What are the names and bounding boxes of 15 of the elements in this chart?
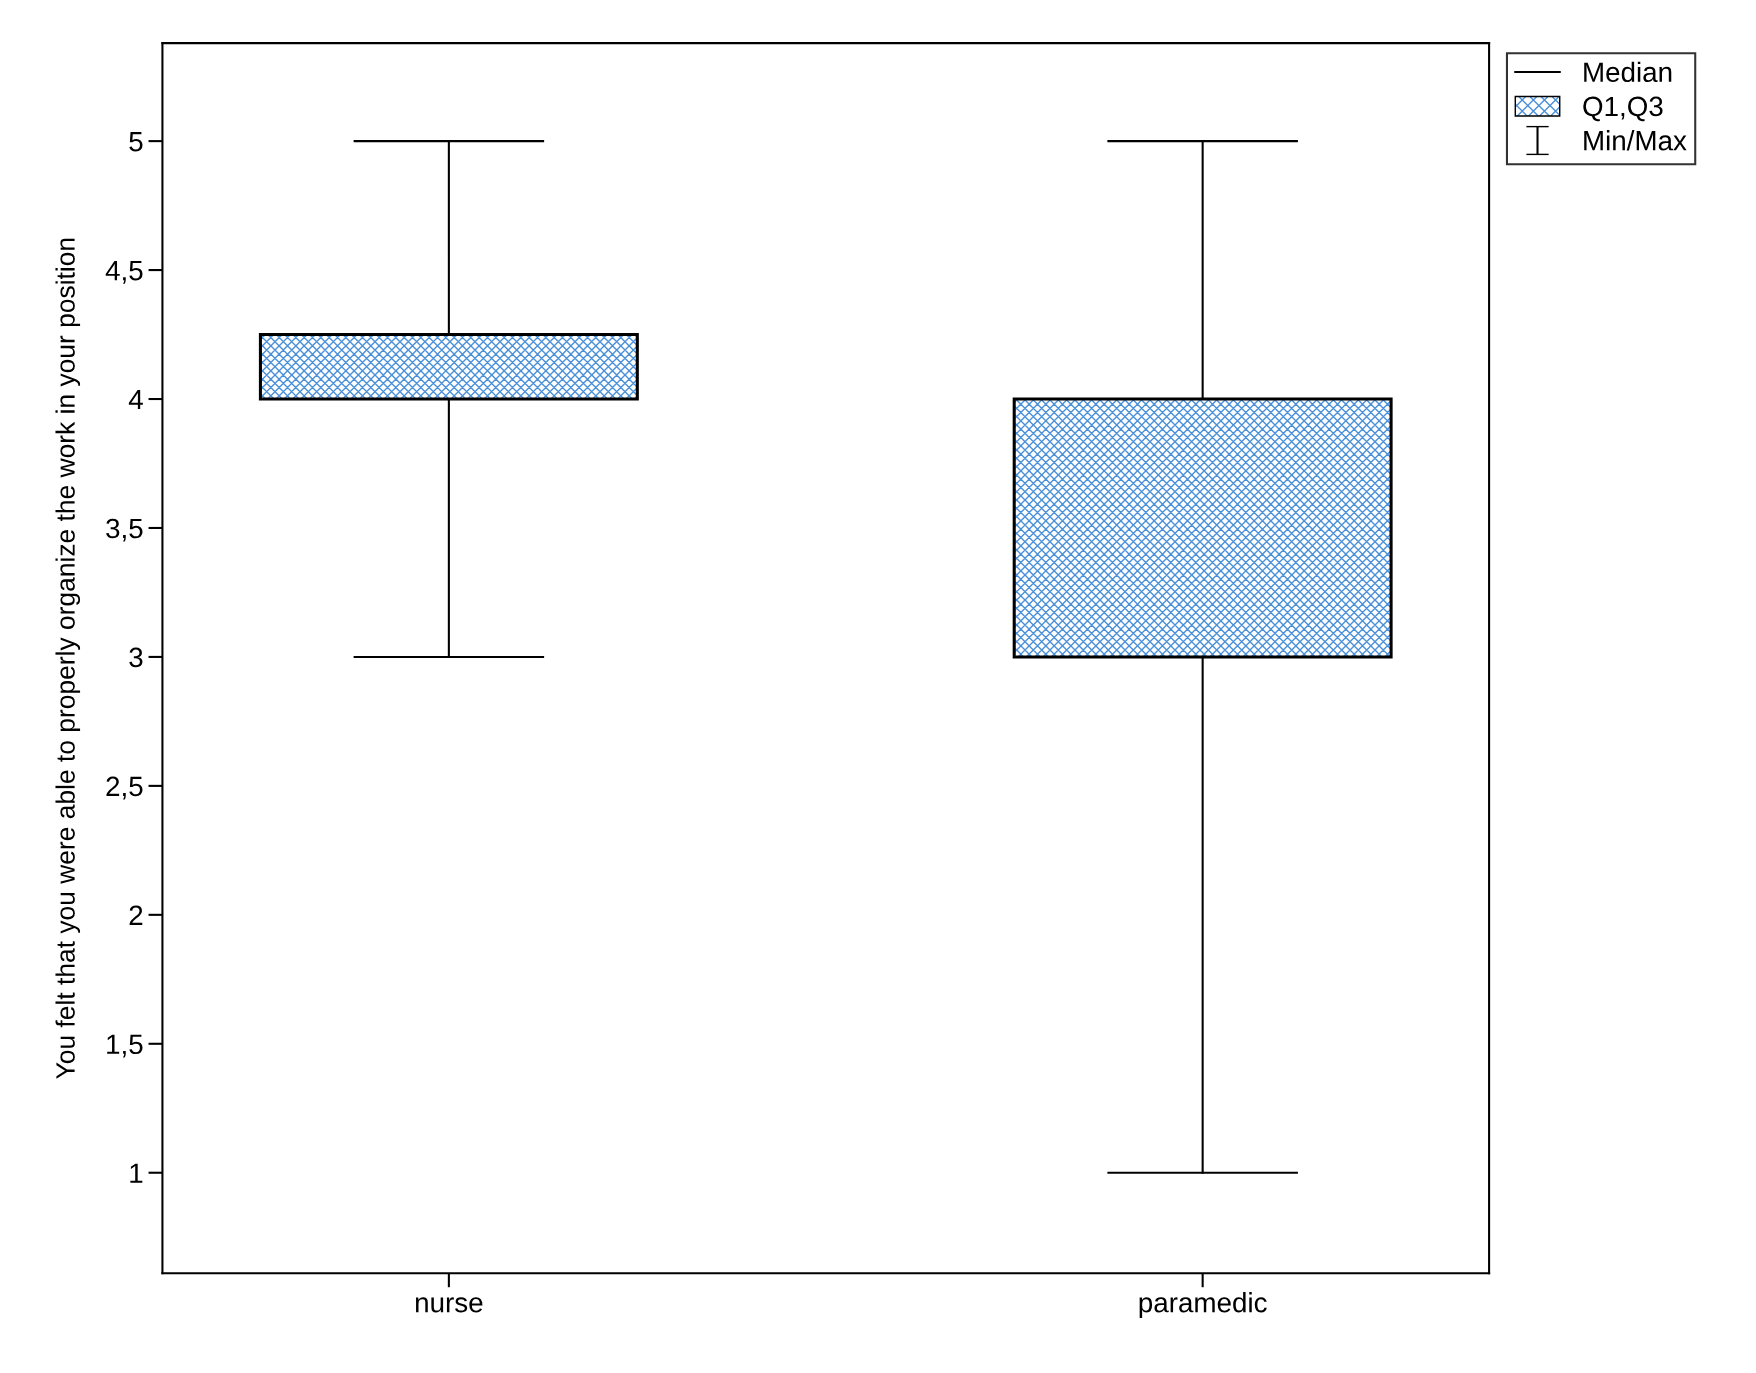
y-axis-title: You felt that you were able to properly organize the work in your position (55, 238, 81, 1079)
text: Min/Max (1584, 130, 1687, 151)
y-tick-label: 5 (129, 132, 143, 152)
y-tick-label: 2,5 (106, 776, 143, 800)
y-tick-label: 1 (130, 1163, 143, 1183)
text: Q1,Q3 (1583, 96, 1663, 122)
y-tick-label: 1,5 (107, 1034, 143, 1058)
text: Median (1584, 61, 1672, 83)
y-tick-label: 3 (129, 647, 143, 668)
y-tick-label: 2 (129, 905, 143, 925)
y-tick-label: 4,5 (105, 261, 143, 284)
x-tick-label: nurse (415, 1297, 483, 1313)
y-tick-label: 4 (128, 389, 143, 410)
x-tick-label: paramedic (1139, 1292, 1267, 1318)
y-tick-label: 3,5 (106, 518, 143, 542)
